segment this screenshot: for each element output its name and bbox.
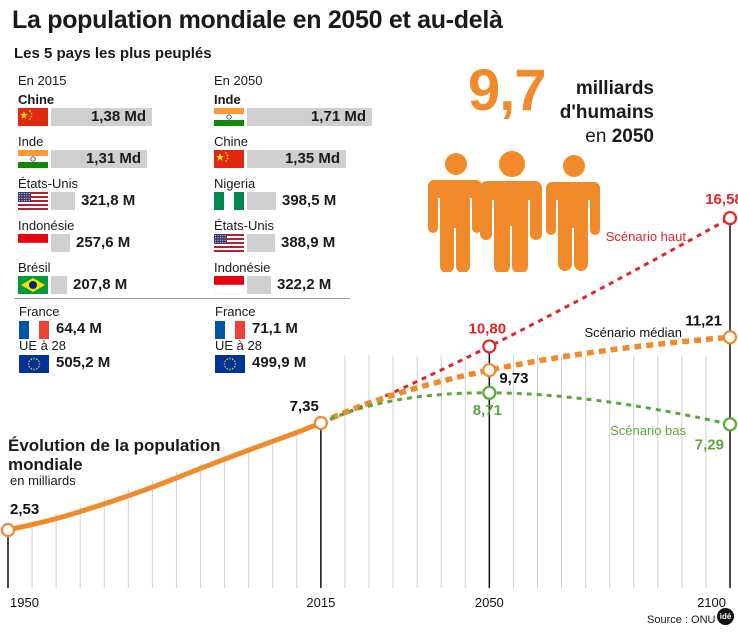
population-value: 388,9 M xyxy=(281,234,336,251)
marker-high-2100 xyxy=(722,211,738,226)
label-med-2100: 11,21 xyxy=(685,312,722,329)
headline-year: 2050 xyxy=(611,126,654,147)
marker-1950 xyxy=(0,522,16,538)
population-bar xyxy=(51,192,75,210)
country-name: Inde xyxy=(18,134,44,149)
country-name: Nigeria xyxy=(214,176,256,191)
heading-2050: En 2050 xyxy=(214,73,263,88)
population-bar xyxy=(247,234,275,252)
ide-logo: idé xyxy=(717,608,734,625)
country-name: Indonésie xyxy=(18,218,75,233)
population-value: 1,35 Md xyxy=(284,150,340,167)
x-tick-label: 2050 xyxy=(475,595,504,610)
marker-low-2050 xyxy=(482,385,497,400)
population-value: 322,2 M xyxy=(277,276,332,293)
scenario-low-label: Scénario bas xyxy=(610,423,686,438)
source-note: Source : ONU xyxy=(647,614,716,626)
marker-2015 xyxy=(313,415,328,431)
population-bar xyxy=(247,276,271,294)
label-2015: 7,35 xyxy=(290,398,319,415)
country-name: Inde xyxy=(214,92,241,107)
flag-eu-icon xyxy=(19,355,49,373)
country-name: Indonésie xyxy=(214,260,271,275)
chart-unit: en milliards xyxy=(10,473,76,488)
population-value: 398,5 M xyxy=(282,192,337,209)
country-name: Chine xyxy=(214,134,248,149)
flag-nigeria-icon xyxy=(214,192,244,210)
headline-line3-prefix: en xyxy=(585,126,612,147)
marker-high-2050 xyxy=(482,339,497,354)
population-value: 1,71 Md xyxy=(310,108,366,125)
country-name: UE à 28 xyxy=(19,338,66,353)
population-value: 1,31 Md xyxy=(85,150,141,167)
chart-title: Évolution de la population mondiale xyxy=(8,436,221,474)
population-bar xyxy=(247,108,372,126)
label-1950: 2,53 xyxy=(10,501,39,518)
flag-indonesia-icon xyxy=(214,276,244,294)
flag-usa-icon xyxy=(214,234,244,252)
headline-line2: d'humains xyxy=(559,102,654,123)
country-name: Brésil xyxy=(18,260,51,275)
population-value: 207,8 M xyxy=(73,276,128,293)
subtitle: Les 5 pays les plus peuplés xyxy=(14,45,212,62)
label-high-2050: 10,80 xyxy=(469,320,507,337)
flag-brazil-icon xyxy=(18,276,48,294)
population-bar xyxy=(51,276,67,294)
flag-eu-icon xyxy=(215,355,245,373)
population-value: 1,38 Md xyxy=(90,108,146,125)
marker-med-2100 xyxy=(722,330,738,345)
population-bar xyxy=(51,108,152,126)
country-name: Chine xyxy=(18,92,55,107)
population-value: 64,4 M xyxy=(56,320,102,337)
headline-line3: en 2050 xyxy=(585,126,654,148)
population-value: 257,6 M xyxy=(76,234,131,251)
heading-2015: En 2015 xyxy=(18,73,67,88)
label-med-2050: 9,73 xyxy=(499,370,528,387)
marker-med-2050 xyxy=(482,363,497,378)
marker-low-2100 xyxy=(722,417,738,432)
label-high-2100: 16,58 xyxy=(705,191,738,208)
flag-china-icon xyxy=(18,108,48,126)
flag-china-icon xyxy=(214,150,244,168)
series-sc-nario-m-dian-line xyxy=(319,334,731,426)
divider xyxy=(14,298,350,299)
population-bar xyxy=(51,150,147,168)
population-value: 321,8 M xyxy=(81,192,136,209)
country-name: France xyxy=(215,304,256,319)
series-sc-nario-haut-line xyxy=(320,216,731,425)
headline-number: 9,7 xyxy=(468,58,547,123)
x-tick-label: 1950 xyxy=(10,595,39,610)
scenario-high-label: Scénario haut xyxy=(606,229,687,244)
scenario-med-label: Scénario médian xyxy=(584,325,682,340)
population-value: 505,2 M xyxy=(56,354,111,371)
flag-india-icon xyxy=(214,108,244,126)
flag-usa-icon xyxy=(18,192,48,210)
x-tick-label: 2015 xyxy=(306,595,335,610)
population-value: 499,9 M xyxy=(252,354,307,371)
flag-france-icon xyxy=(215,321,245,339)
country-name: France xyxy=(19,304,60,319)
population-bar xyxy=(247,192,276,210)
flag-france-icon xyxy=(19,321,49,339)
country-name: UE à 28 xyxy=(215,338,262,353)
label-low-2050: 8,71 xyxy=(473,402,502,419)
series-historique-line xyxy=(5,420,324,533)
label-low-2100: 7,29 xyxy=(695,436,724,453)
flag-india-icon xyxy=(18,150,48,168)
flag-indonesia-icon xyxy=(18,234,48,252)
population-bar xyxy=(247,150,346,168)
headline-line1: milliards xyxy=(575,78,654,99)
population-bar xyxy=(51,234,70,252)
people-icon xyxy=(428,151,600,272)
country-name: États-Unis xyxy=(18,176,78,191)
page-title: La population mondiale en 2050 et au-del… xyxy=(12,6,503,34)
country-name: États-Unis xyxy=(214,218,274,233)
x-tick-label: 2100 xyxy=(697,595,726,610)
population-value: 71,1 M xyxy=(252,320,298,337)
